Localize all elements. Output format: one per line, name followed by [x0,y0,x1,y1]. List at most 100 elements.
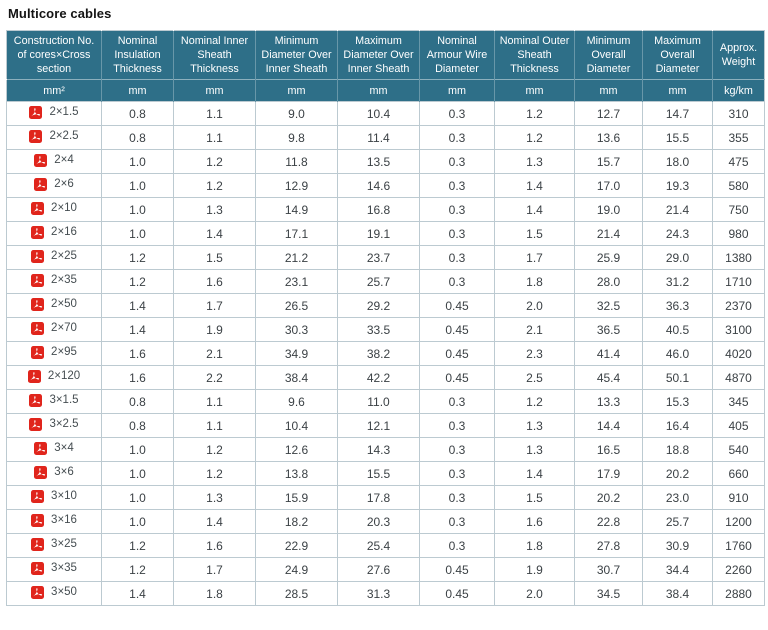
pdf-file-icon[interactable] [31,513,45,527]
value-cell: 12.6 [255,437,338,463]
unit-min-overall-dia: mm [574,79,643,102]
construction-cell: 2×35 [6,269,102,295]
pdf-file-icon[interactable] [29,105,43,119]
value-cell: 50.1 [642,365,713,391]
value-cell: 1.2 [494,389,575,415]
pdf-file-icon[interactable] [31,273,45,287]
value-cell: 16.5 [574,437,643,463]
table-row: 2×120 1.6 2.2 38.4 42.2 0.45 2.5 45.4 50.1 4870 [6,365,765,391]
pdf-file-icon[interactable] [31,225,45,239]
construction-cell: 2×95 [6,341,102,367]
value-cell: 0.3 [419,509,495,535]
pdf-file-icon[interactable] [29,129,43,143]
construction-cell: 2×10 [6,197,102,223]
value-cell: 0.8 [101,413,174,439]
value-cell: 1710 [712,269,765,295]
col-header-weight: Approx. Weight [712,30,765,80]
pdf-file-icon[interactable] [34,441,48,455]
construction-label: 2×35 [51,274,77,287]
pdf-file-icon[interactable] [31,321,45,335]
value-cell: 0.3 [419,245,495,271]
value-cell: 29.0 [642,245,713,271]
value-cell: 3100 [712,317,765,343]
value-cell: 25.9 [574,245,643,271]
pdf-file-icon[interactable] [31,297,45,311]
col-header-insulation-thickness: Nominal Insulation Thickness [101,30,174,80]
pdf-file-icon[interactable] [31,561,45,575]
table-row: 2×70 1.4 1.9 30.3 33.5 0.45 2.1 36.5 40.5 3100 [6,317,765,343]
value-cell: 17.0 [574,173,643,199]
pdf-file-icon[interactable] [31,585,45,599]
pdf-file-icon[interactable] [31,201,45,215]
pdf-file-icon[interactable] [27,369,41,383]
value-cell: 1.1 [173,413,256,439]
value-cell: 1.4 [173,221,256,247]
col-header-max-overall-dia: Maximum Overall Diameter [642,30,713,80]
unit-armour-wire-dia: mm [419,79,495,102]
col-header-outer-sheath-thickness: Nominal Outer Sheath Thickness [494,30,575,80]
construction-label: 2×4 [54,154,74,167]
value-cell: 9.6 [255,389,338,415]
value-cell: 10.4 [255,413,338,439]
value-cell: 15.5 [642,125,713,151]
construction-label: 3×50 [51,586,77,599]
value-cell: 4870 [712,365,765,391]
construction-label: 2×50 [51,298,77,311]
value-cell: 1.0 [101,509,174,535]
value-cell: 2.0 [494,293,575,319]
construction-cell: 3×50 [6,581,102,607]
value-cell: 1.2 [173,149,256,175]
table-row: 3×50 1.4 1.8 28.5 31.3 0.45 2.0 34.5 38.4 2880 [6,581,765,607]
value-cell: 310 [712,101,765,127]
pdf-file-icon[interactable] [31,489,45,503]
value-cell: 18.2 [255,509,338,535]
value-cell: 17.9 [574,461,643,487]
value-cell: 40.5 [642,317,713,343]
value-cell: 1.1 [173,125,256,151]
value-cell: 12.7 [574,101,643,127]
table-row: 2×25 1.2 1.5 21.2 23.7 0.3 1.7 25.9 29.0 1380 [6,245,765,271]
table-row: 2×4 1.0 1.2 11.8 13.5 0.3 1.3 15.7 18.0 475 [6,149,765,175]
value-cell: 405 [712,413,765,439]
pdf-file-icon[interactable] [34,153,48,167]
construction-label: 2×6 [54,178,74,191]
page-title: Multicore cables [8,6,112,21]
table-row: 3×1.5 0.8 1.1 9.6 11.0 0.3 1.2 13.3 15.3 345 [6,389,765,415]
table-row: 2×95 1.6 2.1 34.9 38.2 0.45 2.3 41.4 46.0 4020 [6,341,765,367]
unit-outer-sheath-thickness: mm [494,79,575,102]
value-cell: 46.0 [642,341,713,367]
unit-max-overall-dia: mm [642,79,713,102]
pdf-file-icon[interactable] [31,249,45,263]
value-cell: 2.2 [173,365,256,391]
value-cell: 36.5 [574,317,643,343]
construction-cell: 3×16 [6,509,102,535]
table-row: 3×6 1.0 1.2 13.8 15.5 0.3 1.4 17.9 20.2 660 [6,461,765,487]
pdf-file-icon[interactable] [31,345,45,359]
construction-cell: 3×1.5 [6,389,102,415]
table-row: 2×2.5 0.8 1.1 9.8 11.4 0.3 1.2 13.6 15.5 355 [6,125,765,151]
value-cell: 0.3 [419,485,495,511]
value-cell: 1200 [712,509,765,535]
col-header-armour-wire-dia: Nominal Armour Wire Diameter [419,30,495,80]
value-cell: 1.6 [173,269,256,295]
table-row: 3×16 1.0 1.4 18.2 20.3 0.3 1.6 22.8 25.7 1200 [6,509,765,535]
table-body: 2×1.5 0.8 1.1 9.0 10.4 0.3 1.2 12.7 14.7 310 2×2.5… [6,101,765,607]
table-row: 3×25 1.2 1.6 22.9 25.4 0.3 1.8 27.8 30.9 1760 [6,533,765,559]
value-cell: 1760 [712,533,765,559]
value-cell: 0.8 [101,125,174,151]
value-cell: 27.8 [574,533,643,559]
pdf-file-icon[interactable] [34,465,48,479]
pdf-file-icon[interactable] [29,417,43,431]
pdf-file-icon[interactable] [31,537,45,551]
value-cell: 0.45 [419,341,495,367]
value-cell: 15.7 [574,149,643,175]
value-cell: 0.45 [419,365,495,391]
value-cell: 16.8 [337,197,420,223]
value-cell: 1380 [712,245,765,271]
unit-min-dia-inner-sheath: mm [255,79,338,102]
table-row: 2×16 1.0 1.4 17.1 19.1 0.3 1.5 21.4 24.3 980 [6,221,765,247]
value-cell: 2880 [712,581,765,607]
pdf-file-icon[interactable] [34,177,48,191]
value-cell: 0.3 [419,389,495,415]
pdf-file-icon[interactable] [29,393,43,407]
